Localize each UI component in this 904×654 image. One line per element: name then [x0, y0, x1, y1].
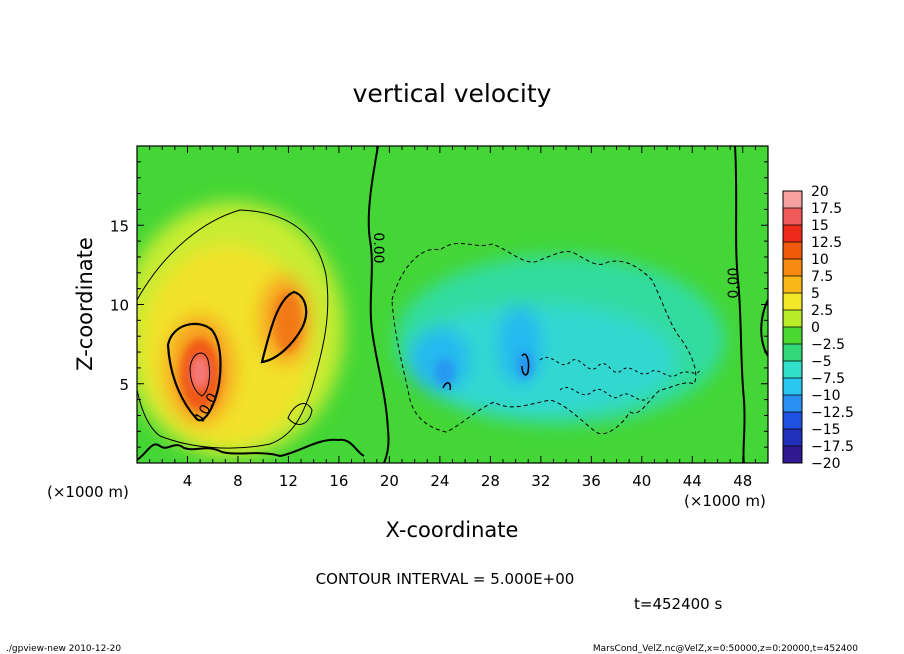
contour-zero-right: [734, 146, 746, 463]
colorbar-label: −20: [811, 456, 841, 472]
colorbar-swatch: [783, 276, 802, 294]
colorbar-label: −2.5: [811, 337, 845, 353]
contour-neg-10-b: [521, 353, 530, 376]
x-tick-label: 44: [683, 472, 702, 490]
downdraft-peak-1: [435, 358, 455, 386]
colorbar-label: −12.5: [811, 405, 854, 421]
contour-zero-bottom: [137, 438, 365, 461]
colorbar-label: 7.5: [811, 269, 833, 285]
y-tick-label: 5: [119, 376, 129, 394]
colorbar-label: −7.5: [811, 371, 845, 387]
contour-5-inner: [287, 403, 313, 425]
colorbar-swatch: [783, 208, 802, 226]
colorbar-swatch: [783, 327, 802, 345]
x-tick-label: 12: [279, 472, 298, 490]
x-tick-label: 40: [632, 472, 651, 490]
x-tick-label: 28: [481, 472, 500, 490]
colorbar-label: 5: [811, 286, 820, 302]
colorbar-label: −10: [811, 388, 841, 404]
y-unit-label: (×1000 m): [47, 483, 129, 501]
x-axis-title: X-coordinate: [386, 518, 519, 542]
colorbar-label: 0: [811, 320, 820, 336]
contour-neg-5-detail: [539, 357, 701, 377]
colorbar-swatch: [783, 310, 802, 328]
colorbar-label: −5: [811, 354, 832, 370]
y-tick-label: 10: [110, 297, 129, 315]
x-tick-label: 36: [582, 472, 601, 490]
colorbar-label: 12.5: [811, 235, 842, 251]
contour-interval-text: CONTOUR INTERVAL = 5.000E+00: [316, 570, 575, 588]
colorbar-label: 10: [811, 252, 829, 268]
contour-label-zero-right: 0.00: [726, 267, 742, 298]
x-tick-label: 4: [183, 472, 193, 490]
contour-10-left: [166, 322, 222, 422]
y-axis-title: Z-coordinate: [73, 237, 97, 371]
updraft-core-right: [274, 292, 302, 352]
x-tick-label: 24: [430, 472, 449, 490]
colorbar-label: −15: [811, 422, 841, 438]
contour-label-zero-middle: 0.00: [370, 232, 386, 263]
colorbar-swatch: [783, 259, 802, 277]
time-text: t=452400 s: [634, 595, 722, 613]
updraft-peak: [192, 356, 208, 388]
colorbar-label: 20: [811, 184, 829, 200]
colorbar-swatch: [783, 412, 802, 430]
contour-zero-middle: [367, 146, 390, 463]
colorbar-swatch: [783, 191, 802, 209]
colorbar-label: −17.5: [811, 439, 854, 455]
colorbar-swatch: [783, 242, 802, 260]
contour-neg-10-a: [442, 382, 452, 391]
colorbar-swatch: [783, 395, 802, 413]
contour-neg-5: [391, 243, 697, 435]
footer-left: ./gpview-new 2010-12-20: [6, 644, 121, 654]
colorbar-swatch: [783, 344, 802, 362]
colorbar-label: 15: [811, 218, 829, 234]
x-tick-label: 48: [733, 472, 752, 490]
colorbar-label: 17.5: [811, 201, 842, 217]
colorbar-swatch: [783, 446, 802, 464]
colorbar-swatch: [783, 225, 802, 243]
x-unit-label: (×1000 m): [684, 492, 766, 510]
x-tick-label: 16: [329, 472, 348, 490]
plot-area: 10.0 0.00 0.00: [137, 146, 768, 463]
contour-5: [137, 209, 329, 449]
x-ticks: 4 8 12 16 20 24 28 32 36 40 44 48: [136, 146, 769, 490]
x-tick-label: 32: [531, 472, 550, 490]
footer-right: MarsCond_VelZ.nc@VelZ,x=0:50000,z=0:2000…: [593, 644, 858, 654]
y-tick-label: 15: [110, 217, 129, 235]
colorbar-swatch: [783, 378, 802, 396]
downdraft-peak-2: [517, 351, 533, 379]
colorbar-swatch: [783, 293, 802, 311]
x-tick-label: 8: [233, 472, 243, 490]
colorbar-swatch: [783, 361, 802, 379]
contour-15: [189, 352, 211, 397]
y-ticks: 5 10 15: [110, 145, 768, 464]
contour-10-right: [260, 290, 308, 364]
chart-title: vertical velocity: [353, 79, 552, 108]
x-tick-label: 20: [380, 472, 399, 490]
colorbar-label: 2.5: [811, 303, 833, 319]
colorbar-swatch: [783, 429, 802, 447]
colorbar: 2017.51512.5107.552.50−2.5−5−7.5−10−12.5…: [782, 184, 854, 472]
